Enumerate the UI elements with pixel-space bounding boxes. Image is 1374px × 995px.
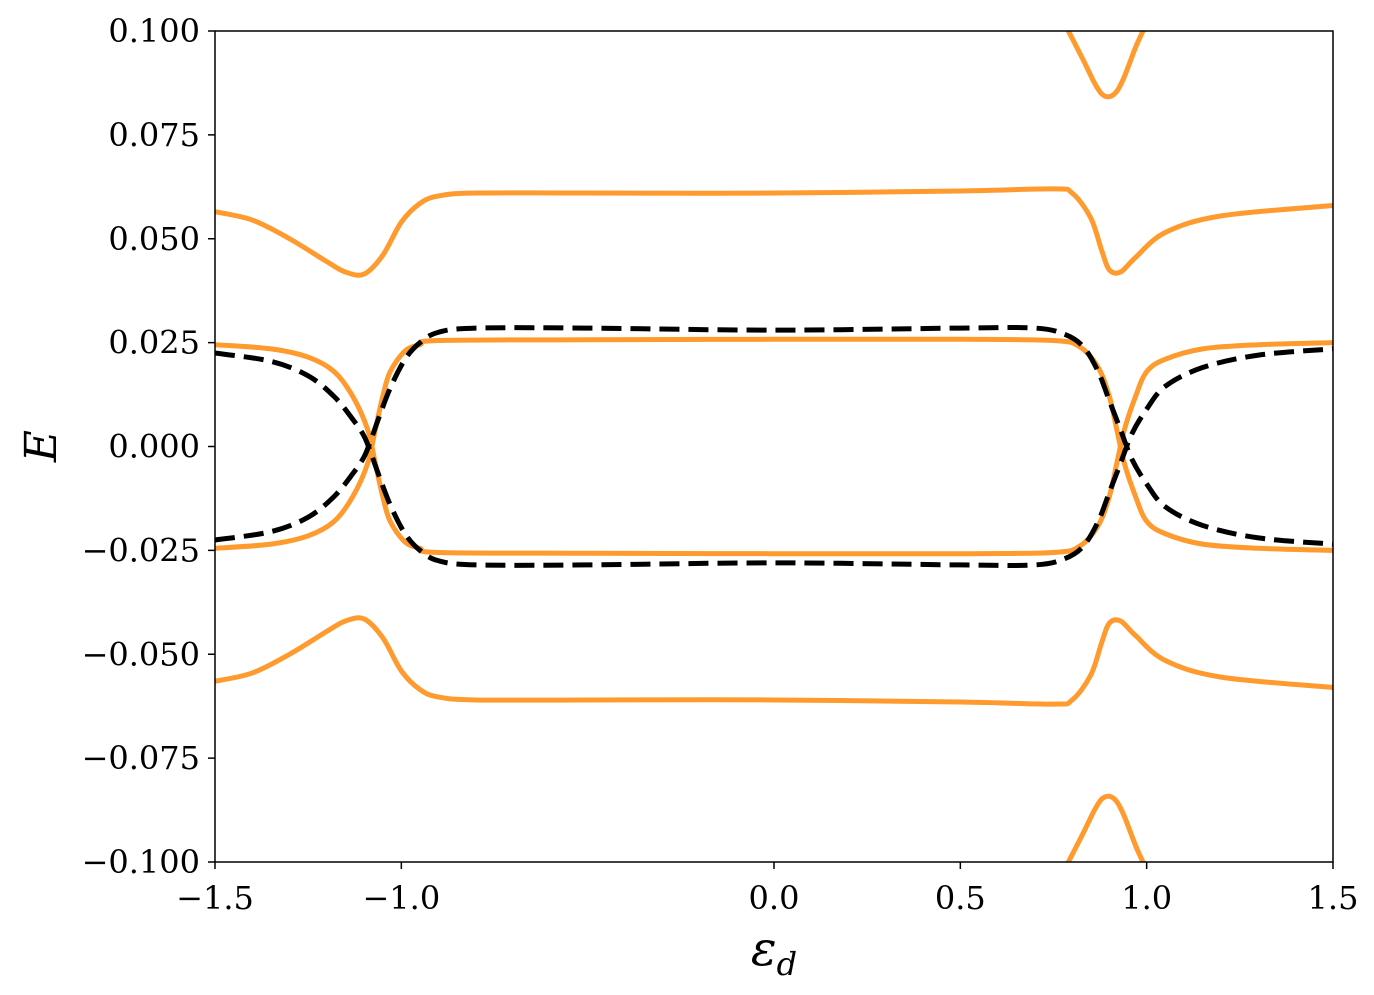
solid-series-line-5	[1065, 31, 1146, 100]
solid-series-line-2	[215, 615, 1333, 707]
y-tick-label-5: 0.000	[108, 428, 200, 466]
x-tick-label-5: 1.0	[1121, 879, 1172, 917]
x-axis: −1.5 −1.0 0.0 0.5 1.0 1.5	[176, 862, 1358, 917]
solid-series-line-4	[215, 336, 1333, 553]
solid-series-line-3	[215, 340, 1333, 557]
y-tick-label-3: 0.050	[108, 220, 200, 258]
y-tick-label-2: 0.075	[108, 116, 200, 154]
solid-series-line-1	[215, 186, 1333, 278]
x-tick-label-6: 1.5	[1308, 879, 1359, 917]
y-tick-label-6: −0.025	[82, 531, 200, 569]
solid-series-line-6	[1065, 793, 1146, 862]
x-tick-label-1: −1.5	[176, 879, 254, 917]
x-axis-label: εd	[751, 921, 797, 983]
y-tick-label-9: −0.100	[82, 843, 200, 881]
dashed-series-line-8	[215, 325, 1333, 547]
x-axis-label-subscript: d	[777, 945, 797, 983]
y-tick-label-7: −0.050	[82, 635, 200, 673]
x-tick-label-3: 0.0	[749, 879, 800, 917]
series-layer	[215, 31, 1333, 862]
dashed-series-line-7	[215, 346, 1333, 568]
plot-frame	[214, 30, 1334, 863]
y-tick-label-1: 0.100	[108, 12, 200, 50]
y-axis-label: E	[16, 430, 67, 463]
x-axis-label-main: ε	[751, 921, 777, 977]
x-tick-label-4: 0.5	[935, 879, 986, 917]
y-axis: 0.100 0.075 0.050 0.025 0.000 −0.025 −0.050 −0.…	[82, 12, 215, 881]
y-tick-label-4: 0.025	[108, 324, 200, 362]
x-tick-label-2: −1.0	[362, 879, 440, 917]
y-tick-label-8: −0.075	[82, 739, 200, 777]
